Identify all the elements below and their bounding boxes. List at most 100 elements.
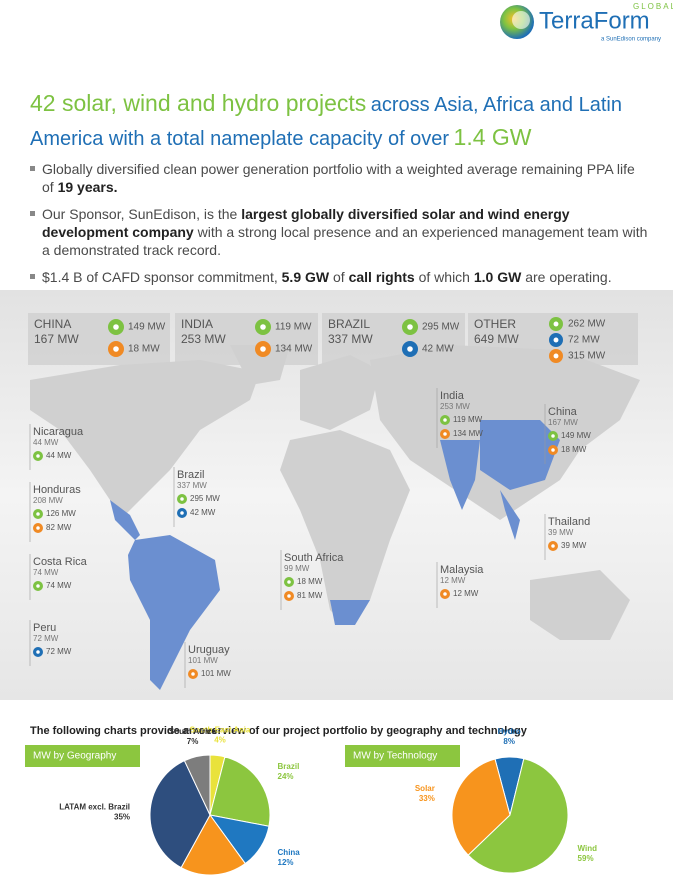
chart-title: MW by Geography: [33, 751, 116, 762]
callout-item: 39 MW: [561, 541, 587, 550]
region-item: 295 MW: [422, 322, 460, 333]
tech-icon-glyph: [36, 454, 40, 458]
bullet-text: with a strong local presence and an expe…: [42, 224, 648, 258]
slice-label: Wind: [578, 844, 598, 853]
region-total: 167 MW: [34, 332, 79, 346]
logo-mark: [512, 11, 530, 29]
callout-name: Honduras: [33, 484, 81, 496]
region-name: INDIA: [181, 317, 213, 331]
charts: The following charts provide an overview…: [25, 725, 598, 876]
continent: [300, 355, 380, 430]
callout-item: 18 MW: [297, 577, 323, 586]
tech-icon-glyph: [36, 650, 40, 654]
region-item: 262 MW: [568, 319, 606, 330]
tech-icon-glyph: [113, 346, 119, 352]
callout-total: 72 MW: [33, 634, 59, 643]
tech-icon-glyph: [551, 544, 555, 548]
tech-icon-glyph: [113, 324, 119, 330]
logo-brand: TerraForm: [539, 7, 650, 34]
callout-total: 167 MW: [548, 418, 578, 427]
callout-item: 149 MW: [561, 431, 591, 440]
continent: [530, 570, 630, 640]
tech-icon-glyph: [553, 321, 559, 327]
bullet-list: Globally diversified clean power generat…: [30, 160, 650, 295]
slice-label: Hydro: [498, 727, 521, 736]
region-name: CHINA: [34, 317, 71, 331]
slice-label: South East Asia: [190, 726, 251, 735]
bullet-text: 19 years.: [57, 179, 118, 195]
chart-title-box: [345, 745, 460, 767]
slice-value: 4%: [214, 736, 226, 745]
slice-value: 35%: [114, 813, 130, 822]
tech-icon-glyph: [260, 324, 266, 330]
callout-total: 39 MW: [548, 528, 574, 537]
callout-name: Malaysia: [440, 564, 484, 576]
region-item: 72 MW: [568, 335, 600, 346]
callout-name: Brazil: [177, 469, 205, 481]
region-box: [175, 313, 318, 365]
slice-value: 24%: [278, 772, 294, 781]
slice-value: 33%: [419, 794, 435, 803]
callout-item: 126 MW: [46, 509, 76, 518]
callout-total: 337 MW: [177, 481, 207, 490]
tech-icon-glyph: [407, 346, 413, 352]
region-total: 337 MW: [328, 332, 373, 346]
callout-item: 82 MW: [46, 523, 72, 532]
callout-item: 72 MW: [46, 647, 72, 656]
region-item: 149 MW: [128, 322, 166, 333]
country: [440, 440, 480, 510]
continent: [30, 360, 260, 520]
country: [128, 535, 220, 690]
callout-name: Peru: [33, 622, 56, 634]
callout-item: 81 MW: [297, 591, 323, 600]
charts-intro: The following charts provide an overview…: [30, 725, 528, 737]
headline-part: across Asia, Africa and Latin America wi…: [30, 94, 622, 150]
bullet-text: $1.4 B of CAFD sponsor commitment,: [42, 269, 282, 285]
tech-icon-glyph: [36, 584, 40, 588]
callout-total: 99 MW: [284, 564, 310, 573]
callout-name: China: [548, 406, 578, 418]
headline-part: 1.4 GW: [453, 124, 532, 150]
bullet-text: of which: [414, 269, 474, 285]
region-item: 315 MW: [568, 351, 606, 362]
callout-item: 295 MW: [190, 494, 220, 503]
logo: GLOBAL TerraForm a SunEdison company: [500, 2, 673, 43]
region-total: 649 MW: [474, 332, 519, 346]
callout-total: 44 MW: [33, 438, 59, 447]
callout-item: 134 MW: [453, 429, 483, 438]
tech-icon-glyph: [191, 672, 195, 676]
region-name: OTHER: [474, 317, 516, 331]
country: [110, 500, 140, 540]
tech-icon-glyph: [443, 418, 447, 422]
callout-total: 12 MW: [440, 576, 466, 585]
callout-total: 74 MW: [33, 568, 59, 577]
country: [330, 600, 370, 625]
logo-sub: a SunEdison company: [601, 37, 661, 43]
callout-item: 44 MW: [46, 451, 72, 460]
callout-total: 101 MW: [188, 656, 218, 665]
callout-name: India: [440, 390, 465, 402]
region-item: 119 MW: [275, 322, 312, 333]
tech-icon-glyph: [407, 324, 413, 330]
slice-value: 12%: [278, 858, 294, 867]
callout-name: Nicaragua: [33, 426, 84, 438]
callout-item: 74 MW: [46, 581, 72, 590]
chart-title: MW by Technology: [353, 751, 437, 762]
tech-icon-glyph: [551, 434, 555, 438]
bullet-text: 5.9 GW: [281, 269, 330, 285]
slice-value: 7%: [187, 737, 199, 746]
callout-item: 42 MW: [190, 508, 216, 517]
bullet-text: of: [329, 269, 349, 285]
bullet-text: are operating.: [521, 269, 612, 285]
bullet: Our Sponsor, SunEdison, is the largest g…: [30, 205, 650, 259]
slice-value: 59%: [578, 854, 594, 863]
headline-part: 42 solar, wind and hydro projects: [30, 90, 367, 116]
headline: 42 solar, wind and hydro projects across…: [30, 88, 650, 156]
tech-icon-glyph: [553, 337, 559, 343]
bullet-text: 1.0 GW: [473, 269, 522, 285]
bullet-text: Our Sponsor, SunEdison, is the: [42, 206, 242, 222]
pie-slice: [180, 814, 246, 876]
pie-slice: [451, 758, 511, 856]
